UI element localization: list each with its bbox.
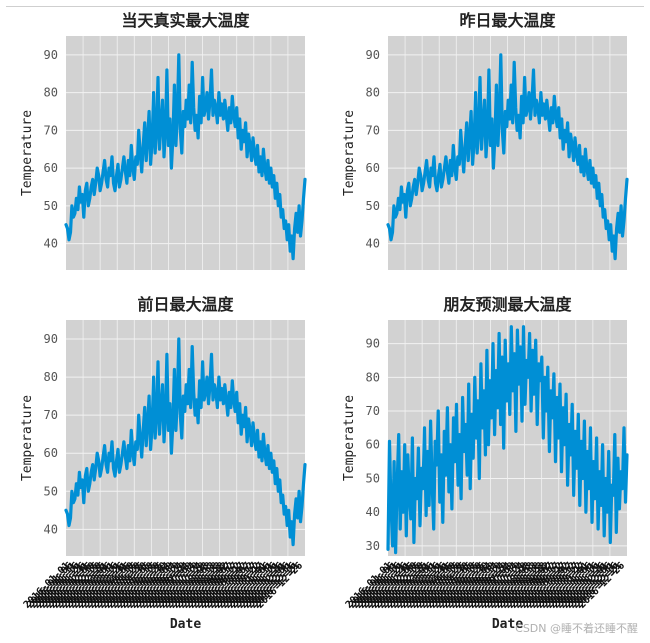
y-tick-label: 40 <box>44 237 58 251</box>
y-tick-label: 80 <box>366 86 380 100</box>
series-line <box>64 337 307 547</box>
y-tick-label: 50 <box>44 199 58 213</box>
watermark-text: CSDN @睡不着还睡不醒 <box>515 622 638 635</box>
y-tick-label: 70 <box>366 404 380 418</box>
y-tick-label: 60 <box>366 161 380 175</box>
y-tick-label: 90 <box>44 332 58 346</box>
series-line <box>386 53 629 261</box>
y-tick-label: 90 <box>366 48 380 62</box>
y-tick-label: 40 <box>366 505 380 519</box>
y-tick-label: 60 <box>44 161 58 175</box>
y-tick-label: 80 <box>44 86 58 100</box>
y-tick-label: 60 <box>44 446 58 460</box>
y-axis-label: Temperature <box>20 395 35 481</box>
series-line <box>386 325 629 555</box>
y-tick-label: 90 <box>366 337 380 351</box>
y-tick-label: 70 <box>44 123 58 137</box>
chart-title: 朋友预测最大温度 <box>443 295 572 314</box>
series-line <box>64 53 307 261</box>
y-tick-label: 30 <box>366 539 380 553</box>
y-axis-label: Temperature <box>20 110 35 196</box>
y-tick-label: 60 <box>366 438 380 452</box>
y-tick-label: 40 <box>366 237 380 251</box>
y-tick-label: 80 <box>44 370 58 384</box>
y-tick-label: 50 <box>366 199 380 213</box>
y-tick-label: 50 <box>44 484 58 498</box>
x-axis-label: Date <box>170 617 201 632</box>
chart-title: 前日最大温度 <box>137 295 234 314</box>
y-axis-label: Temperature <box>342 110 357 196</box>
y-tick-label: 40 <box>44 522 58 536</box>
y-tick-label: 90 <box>44 48 58 62</box>
chart-title: 昨日最大温度 <box>459 11 556 30</box>
y-tick-label: 70 <box>44 408 58 422</box>
y-tick-label: 50 <box>366 471 380 485</box>
x-axis-label: Date <box>492 617 523 632</box>
top-border-line <box>6 6 644 7</box>
chart-title: 当天真实最大温度 <box>121 11 250 30</box>
y-tick-label: 70 <box>366 123 380 137</box>
y-axis-label: Temperature <box>342 395 357 481</box>
y-tick-label: 80 <box>366 370 380 384</box>
